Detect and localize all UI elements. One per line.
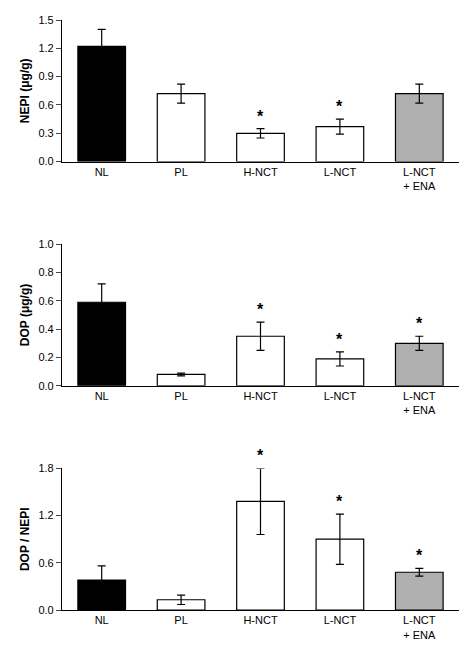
svg-text:H-NCT: H-NCT [243,166,277,178]
svg-text:H-NCT: H-NCT [243,390,277,402]
svg-text:L-NCT: L-NCT [324,390,357,402]
svg-text:1.8: 1.8 [38,462,53,474]
svg-text:1.2: 1.2 [38,42,53,54]
svg-text:PL: PL [174,390,187,402]
svg-text:*: * [336,331,343,348]
svg-text:L-NCT: L-NCT [324,166,357,178]
svg-text:1.5: 1.5 [38,14,53,26]
svg-text:0.0: 0.0 [38,604,53,616]
svg-text:H-NCT: H-NCT [243,614,277,626]
svg-text:L-NCT: L-NCT [324,614,357,626]
svg-text:0.6: 0.6 [38,295,53,307]
svg-text:*: * [257,108,264,125]
svg-text:DOP / NEPI: DOP / NEPI [18,507,32,571]
svg-text:0.0: 0.0 [38,380,53,392]
svg-text:PL: PL [174,614,187,626]
svg-text:0.6: 0.6 [38,557,53,569]
svg-text:NL: NL [95,614,109,626]
svg-text:0.8: 0.8 [38,266,53,278]
svg-text:DOP (μg/g): DOP (μg/g) [18,284,32,346]
svg-text:1.2: 1.2 [38,509,53,521]
svg-text:L-NCT+ ENA: L-NCT+ ENA [403,614,436,640]
svg-text:1.0: 1.0 [38,238,53,250]
svg-text:PL: PL [174,166,187,178]
svg-text:0.4: 0.4 [38,323,53,335]
svg-text:NL: NL [95,166,109,178]
svg-text:*: * [257,301,264,318]
svg-text:0.9: 0.9 [38,70,53,82]
svg-text:L-NCT+ ENA: L-NCT+ ENA [403,166,436,192]
svg-text:0.3: 0.3 [38,127,53,139]
svg-text:0.6: 0.6 [38,99,53,111]
svg-text:0.0: 0.0 [38,155,53,167]
svg-text:NEPI (μg/g): NEPI (μg/g) [18,58,32,123]
svg-text:*: * [416,547,423,564]
svg-text:*: * [416,315,423,332]
svg-text:NL: NL [95,390,109,402]
svg-text:0.2: 0.2 [38,351,53,363]
svg-text:*: * [336,493,343,510]
svg-text:*: * [257,447,264,464]
svg-text:L-NCT+ ENA: L-NCT+ ENA [403,390,436,416]
svg-text:*: * [336,98,343,115]
